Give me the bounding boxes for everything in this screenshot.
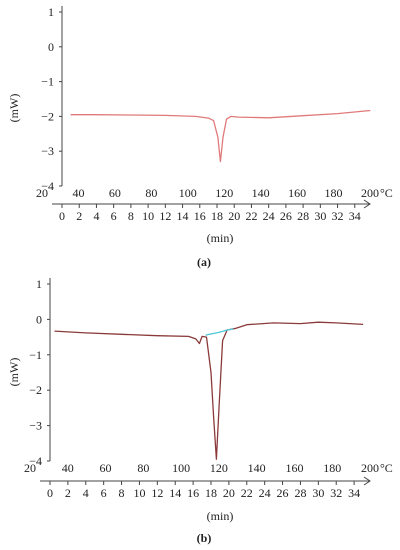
- time-tick-label: 20: [228, 209, 240, 223]
- series-line-2: [205, 328, 234, 336]
- temperature-tick-label: 120: [215, 186, 233, 200]
- time-tick-label: 18: [211, 209, 223, 223]
- time-tick-label: 10: [133, 486, 145, 500]
- temperature-tick-label: 80: [137, 461, 149, 475]
- temperature-tick-label: 100: [179, 186, 197, 200]
- time-tick-label: 0: [59, 209, 65, 223]
- y-axis-label: (mW): [7, 358, 21, 387]
- y-tick-label: −4: [29, 454, 42, 468]
- y-tick-label: 1: [36, 277, 42, 291]
- time-tick-label: 22: [241, 486, 253, 500]
- time-tick-label: 28: [297, 209, 309, 223]
- y-tick-label: −3: [29, 419, 42, 433]
- time-tick-label: 34: [348, 486, 360, 500]
- panel-label: (b): [197, 531, 212, 545]
- time-tick-label: 12: [159, 209, 171, 223]
- temperature-tick-label: 200: [361, 461, 379, 475]
- time-tick-label: 16: [187, 486, 199, 500]
- series-line-1: [70, 109, 371, 163]
- time-tick-label: 8: [128, 209, 134, 223]
- time-tick-label: 10: [142, 209, 154, 223]
- panel-b: (mW) 10−1−2−3−420 40 60 80 100 120 140 160 180 20…: [7, 277, 393, 545]
- time-tick-label: 14: [169, 486, 181, 500]
- temperature-tick-label: 20: [36, 186, 48, 200]
- time-tick-label: 28: [294, 486, 306, 500]
- time-axis-arrow: [363, 199, 371, 209]
- time-tick-label: 4: [83, 486, 89, 500]
- temperature-tick-label: 120: [210, 461, 228, 475]
- temperature-unit: °C: [380, 186, 393, 200]
- time-tick-label: 12: [151, 486, 163, 500]
- time-tick-label: 26: [280, 209, 292, 223]
- temperature-tick-label: 180: [325, 186, 343, 200]
- temperature-tick-label: 60: [109, 186, 121, 200]
- time-tick-label: 6: [101, 486, 107, 500]
- y-axis-label: (mW): [7, 94, 21, 123]
- time-tick-label: 16: [194, 209, 206, 223]
- y-tick-label: 0: [48, 40, 54, 54]
- time-tick-label: 32: [332, 209, 344, 223]
- time-tick-label: 18: [205, 486, 217, 500]
- time-axis-arrow: [363, 476, 371, 486]
- y-tick-label: −2: [41, 109, 54, 123]
- y-tick-label: −4: [41, 179, 54, 193]
- temperature-tick-label: 160: [288, 186, 306, 200]
- temperature-tick-label: 140: [248, 461, 266, 475]
- y-tick-label: −1: [41, 75, 54, 89]
- temperature-tick-label: 140: [252, 186, 270, 200]
- series-line-1: [54, 321, 364, 460]
- time-tick-label: 22: [245, 209, 257, 223]
- time-tick-label: 4: [93, 209, 99, 223]
- time-tick-label: 24: [263, 209, 275, 223]
- y-tick-label: 0: [36, 312, 42, 326]
- time-tick-label: 34: [349, 209, 361, 223]
- temperature-tick-label: 160: [285, 461, 303, 475]
- time-tick-label: 8: [119, 486, 125, 500]
- time-tick-label: 24: [259, 486, 271, 500]
- x-axis-label: (min): [207, 509, 234, 523]
- time-tick-label: 14: [177, 209, 189, 223]
- panel-label: (a): [197, 255, 211, 269]
- temperature-tick-label: 40: [72, 186, 84, 200]
- time-tick-label: 6: [111, 209, 117, 223]
- y-tick-label: −1: [29, 348, 42, 362]
- time-tick-label: 20: [223, 486, 235, 500]
- temperature-unit: °C: [380, 461, 393, 475]
- y-tick-label: 1: [48, 5, 54, 19]
- x-axis-label: (min): [207, 231, 234, 245]
- temperature-tick-label: 100: [172, 461, 190, 475]
- temperature-tick-label: 180: [323, 461, 341, 475]
- time-tick-label: 30: [312, 486, 324, 500]
- time-tick-label: 2: [65, 486, 71, 500]
- temperature-tick-label: 80: [145, 186, 157, 200]
- time-tick-label: 0: [47, 486, 53, 500]
- y-tick-label: −3: [41, 144, 54, 158]
- y-tick-label: −2: [29, 383, 42, 397]
- temperature-tick-label: 60: [100, 461, 112, 475]
- temperature-tick-label: 40: [62, 461, 74, 475]
- panel-a: (mW) 10−1−2−3−420 40 60 80 100 120 140 160 180 20…: [7, 5, 393, 269]
- time-tick-label: 32: [330, 486, 342, 500]
- temperature-tick-label: 20: [24, 461, 36, 475]
- time-tick-label: 26: [277, 486, 289, 500]
- time-tick-label: 2: [76, 209, 82, 223]
- time-tick-label: 30: [314, 209, 326, 223]
- temperature-tick-label: 200: [361, 186, 379, 200]
